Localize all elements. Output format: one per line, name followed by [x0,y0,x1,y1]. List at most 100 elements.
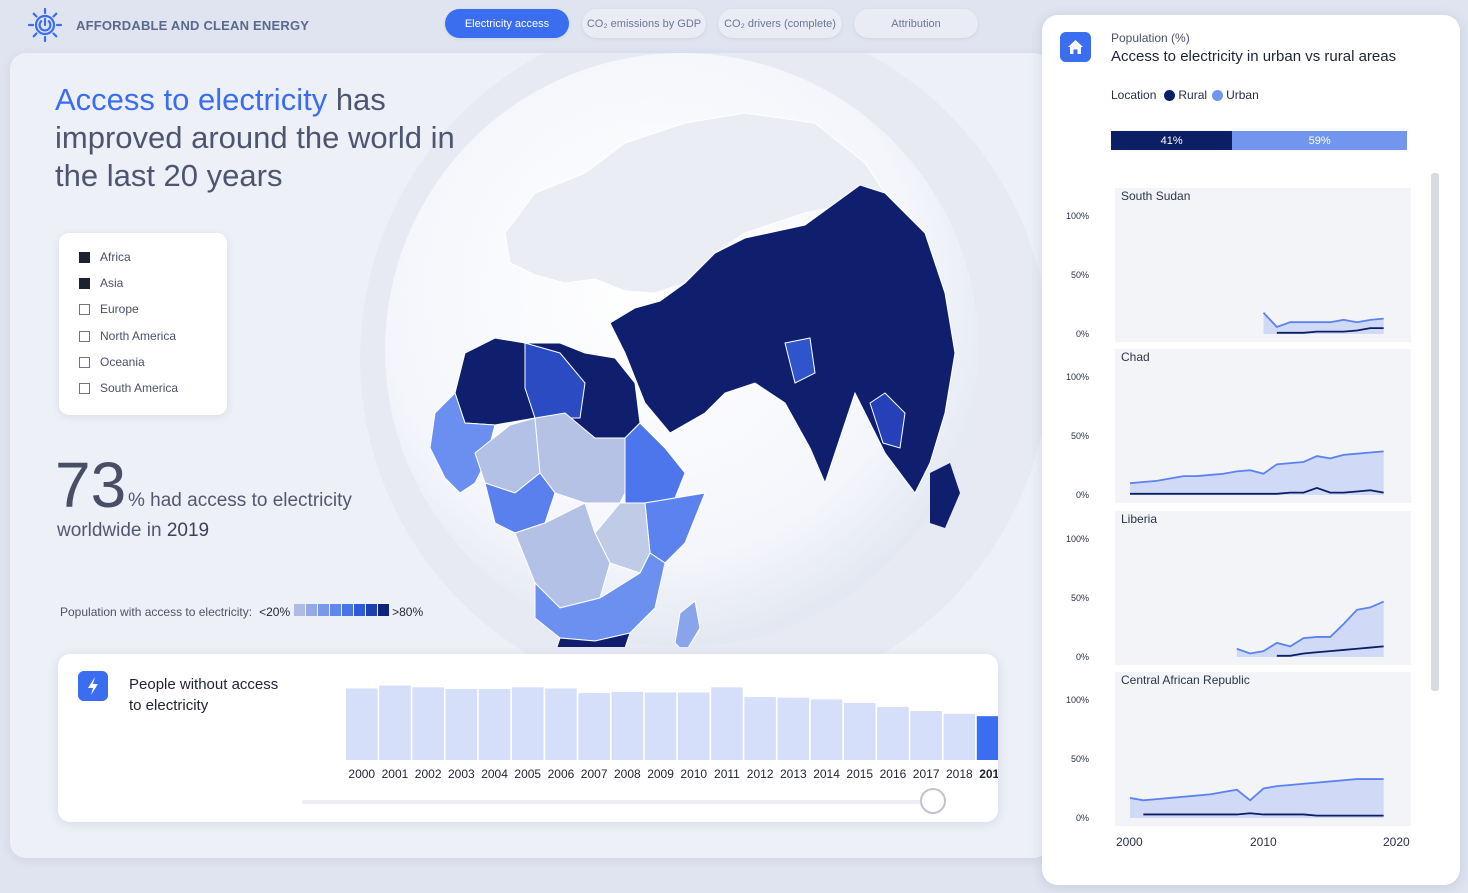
color-scale-legend: Population with access to electricity: <… [60,604,423,619]
bar-2015[interactable] [844,702,876,760]
rural-line[interactable] [1276,645,1384,657]
y-tick-label: 0% [1076,813,1089,823]
legend-rural[interactable]: Rural [1178,88,1208,102]
year-slider-track[interactable] [302,800,932,804]
year-slider-handle[interactable] [920,788,946,814]
region-option-oceania[interactable]: Oceania [79,353,145,371]
urban-line[interactable] [1129,778,1384,802]
country-chart-chad[interactable]: Chad 100% 50% 0% [1042,349,1460,503]
bar-2016[interactable] [877,706,909,760]
urban-line[interactable] [1262,312,1384,328]
bar-2003[interactable] [445,689,478,760]
bar-2009[interactable] [644,692,677,761]
tab-electricity-access[interactable]: Electricity access [445,9,569,38]
region-option-europe[interactable]: Europe [79,300,139,318]
region-option-north-america[interactable]: North America [79,327,176,345]
bar-2001[interactable] [379,685,411,760]
year-label-2010[interactable]: 2010 [680,767,707,781]
bar-2002[interactable] [412,687,444,760]
urban-line[interactable] [1236,600,1385,655]
year-label-2000[interactable]: 2000 [348,767,375,781]
country-title: Liberia [1121,512,1157,526]
bar-2018[interactable] [943,713,976,760]
stat-year: 2019 [166,520,210,541]
year-label-2016[interactable]: 2016 [880,767,907,781]
panel-title: Access to electricity in urban vs rural … [1111,48,1397,65]
world-map-globe[interactable] [385,53,979,647]
bar-2013[interactable] [777,697,810,760]
year-label-2013[interactable]: 2013 [780,767,807,781]
stat-year-prefix: worldwide in [57,520,167,541]
bar-2017[interactable] [910,710,942,760]
country-chart-liberia[interactable]: Liberia 100% 50% 0% [1042,511,1460,665]
rural-line[interactable] [1276,327,1384,334]
split-rural[interactable]: 41% [1111,131,1233,150]
tab-label: Electricity access [464,17,550,30]
year-label-2004[interactable]: 2004 [481,767,508,781]
checkbox[interactable] [79,330,90,342]
bar-2004[interactable] [478,689,511,760]
year-label-2018[interactable]: 2018 [946,767,973,781]
region-label: Africa [100,250,131,264]
app-title: AFFORDABLE AND CLEAN ENERGY [76,18,310,33]
legend-urban[interactable]: Urban [1226,88,1259,102]
year-label-2005[interactable]: 2005 [514,767,541,781]
checkbox[interactable] [79,303,90,315]
rural-line[interactable] [1130,486,1384,495]
y-tick-label: 50% [1071,593,1089,603]
bar-2019[interactable] [976,716,998,760]
bar-2010[interactable] [678,692,710,761]
year-label-2003[interactable]: 2003 [448,767,475,781]
year-label-2011[interactable]: 2011 [714,767,740,781]
panel-scrollbar[interactable] [1431,173,1439,691]
checkbox[interactable] [79,251,90,263]
checkbox[interactable] [79,277,90,289]
y-tick-label: 100% [1066,211,1089,221]
bar-2011[interactable] [711,687,743,760]
urban-area [1236,601,1384,657]
region-option-asia[interactable]: Asia [79,274,123,292]
y-tick-label: 100% [1066,695,1089,705]
people-without-access-bar-chart[interactable]: 2000 2001 2002 2003 2004 2005 2006 2007 2008 2009… [283,674,998,786]
bar-2006[interactable] [545,688,577,760]
headline-rest: has improved around the world in the las… [55,82,455,193]
region-option-africa[interactable]: Africa [79,248,131,266]
scale-swatches [294,604,390,619]
year-label-2019[interactable]: 2019 [979,767,998,781]
split-urban[interactable]: 59% [1232,131,1407,150]
year-label-2014[interactable]: 2014 [813,767,840,781]
bar-2000[interactable] [346,688,378,760]
rural-line[interactable] [1143,812,1384,817]
tab-co2-emissions-by-gdp[interactable]: CO₂ emissions by GDP [582,9,706,38]
year-label-2001[interactable]: 2001 [382,767,409,781]
year-label-2008[interactable]: 2008 [614,767,641,781]
year-label-2017[interactable]: 2017 [913,767,940,781]
bar-2012[interactable] [744,697,776,760]
year-label-2007[interactable]: 2007 [581,767,608,781]
country-chart-central-african-republic[interactable]: Central African Republic 100% 50% 0% [1042,672,1460,826]
y-tick-label: 50% [1071,431,1089,441]
country-chart-south-sudan[interactable]: South Sudan 100% 50% 0% [1042,188,1460,342]
location-legend: Location Rural Urban [1111,88,1259,102]
bar-2008[interactable] [611,691,644,760]
bar-2007[interactable] [578,693,610,760]
year-label-2006[interactable]: 2006 [548,767,575,781]
power-icon [27,7,63,43]
tab-attribution[interactable]: Attribution [854,9,978,38]
tab-co2-drivers[interactable]: CO₂ drivers (complete) [718,9,842,38]
bar-2005[interactable] [512,687,544,760]
urban-area [1130,451,1384,495]
year-label-2002[interactable]: 2002 [415,767,442,781]
year-label-2012[interactable]: 2012 [747,767,774,781]
bar-2014[interactable] [810,699,843,760]
year-label-2009[interactable]: 2009 [647,767,674,781]
checkbox[interactable] [79,356,90,368]
country-title: Central African Republic [1121,673,1250,687]
rural-urban-split-bar: 41% 59% [1111,131,1407,150]
urban-line[interactable] [1129,450,1384,485]
region-option-south-america[interactable]: South America [79,379,178,397]
x-tick: 2000 [1116,835,1143,849]
year-label-2015[interactable]: 2015 [846,767,873,781]
checkbox[interactable] [79,382,90,394]
people-without-access-card: People without access to electricity 200… [58,654,998,822]
